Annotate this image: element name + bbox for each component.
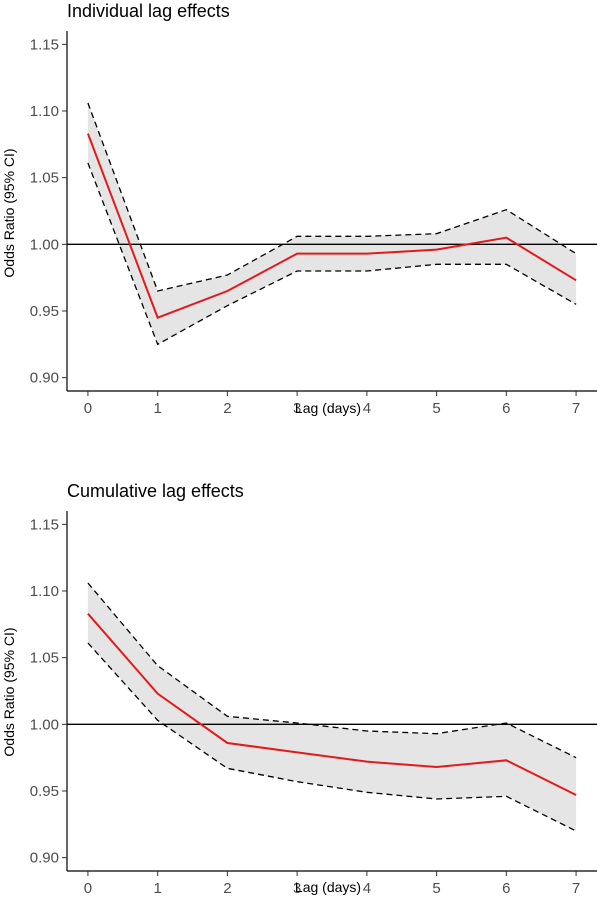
y-tick-label: 0.90: [30, 370, 59, 387]
panel-cumulative-lag: Cumulative lag effects 0.90 0.95 1.00 1.05 1…: [1, 481, 597, 897]
x-tick-label: 4: [363, 400, 371, 417]
panel-individual-lag: Individual lag effects 0.90 0.95 1.00 1.05 1…: [1, 1, 597, 417]
plot-area: 0.90 0.95 1.00 1.05 1.10 1.15 0 1 2 3 4 5 6 7: [30, 31, 597, 417]
y-tick-label: 1.00: [30, 716, 59, 733]
y-tick-label: 1.05: [30, 650, 59, 667]
x-tick-label: 2: [223, 880, 231, 897]
ci-upper-line: [87, 582, 577, 759]
y-tick-label: 1.15: [30, 516, 59, 533]
y-axis-title: Odds Ratio (95% CI): [1, 627, 17, 756]
y-tick-label: 1.15: [30, 36, 59, 53]
x-tick-label: 3: [293, 400, 301, 417]
y-tick-label: 1.00: [30, 236, 59, 253]
plot-area: 0.90 0.95 1.00 1.05 1.10 1.15 0 1 2 3 4 5 6 7: [30, 511, 597, 897]
y-tick-label: 1.10: [30, 103, 59, 120]
x-tick-label: 6: [502, 400, 510, 417]
ci-band: [87, 103, 577, 345]
estimate-line: [86, 133, 577, 319]
x-axis-title: Lag (days): [295, 400, 361, 416]
x-tick-label: 4: [363, 880, 371, 897]
ci-lower-line: [87, 642, 577, 832]
x-axis-title: Lag (days): [295, 879, 361, 895]
x-tick-label: 7: [572, 400, 580, 417]
x-tick-label: 5: [432, 400, 440, 417]
x-tick-label: 0: [84, 880, 92, 897]
x-tick-label: 1: [153, 880, 161, 897]
estimate-line: [87, 613, 577, 796]
chart-title: Individual lag effects: [67, 1, 230, 21]
x-tick-label: 3: [293, 880, 301, 897]
x-tick-label: 2: [223, 400, 231, 417]
x-tick-label: 7: [572, 880, 580, 897]
chart-title: Cumulative lag effects: [67, 481, 244, 501]
x-tick-label: 6: [502, 880, 510, 897]
y-tick-label: 0.95: [30, 303, 59, 320]
x-tick-label: 1: [153, 400, 161, 417]
ci-upper-line: [87, 102, 577, 292]
y-tick-label: 1.10: [30, 583, 59, 600]
y-tick-label: 0.95: [30, 783, 59, 800]
y-axis-title: Odds Ratio (95% CI): [1, 148, 17, 277]
y-tick-label: 1.05: [30, 170, 59, 187]
x-tick-label: 0: [84, 400, 92, 417]
x-tick-label: 5: [432, 880, 440, 897]
y-tick-label: 0.90: [30, 850, 59, 867]
ci-band: [87, 583, 577, 831]
